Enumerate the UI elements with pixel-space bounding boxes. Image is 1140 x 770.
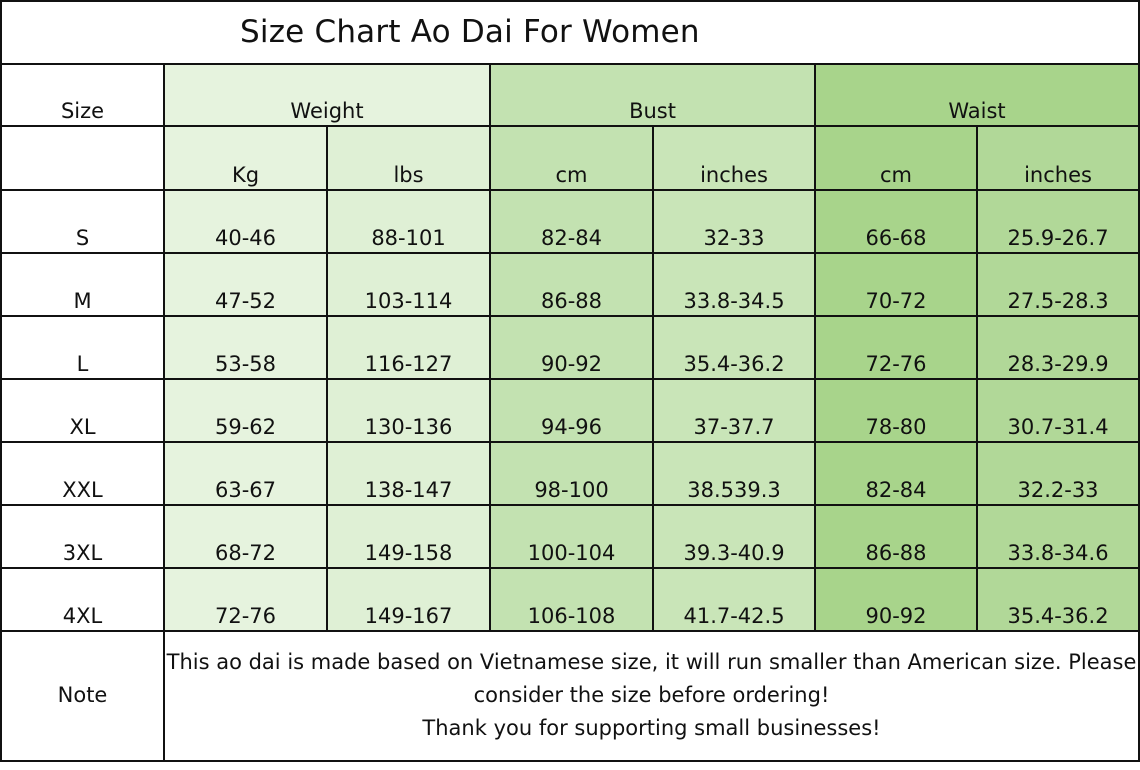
waist-inches-cell: 25.9-26.7: [976, 189, 1140, 254]
group-header-row: Size Weight Bust Waist: [0, 63, 1140, 127]
lbs-cell: 149-167: [325, 567, 492, 632]
lbs-cell: 138-147: [325, 441, 492, 506]
bust-cm-header: cm: [489, 125, 655, 191]
kg-cell: 47-52: [163, 252, 328, 317]
bust-cm-cell: 82-84: [489, 189, 655, 254]
table-row: 4XL 72-76 149-167 106-108 41.7-42.5 90-9…: [0, 567, 1140, 632]
waist-cm-cell: 78-80: [814, 378, 979, 443]
lbs-cell: 149-158: [325, 504, 492, 569]
bust-inches-cell: 39.3-40.9: [652, 504, 817, 569]
table-row: XL 59-62 130-136 94-96 37-37.7 78-80 30.…: [0, 378, 1140, 443]
kg-cell: 68-72: [163, 504, 328, 569]
waist-inches-cell: 28.3-29.9: [976, 315, 1140, 380]
table-row: 3XL 68-72 149-158 100-104 39.3-40.9 86-8…: [0, 504, 1140, 569]
waist-inches-cell: 33.8-34.6: [976, 504, 1140, 569]
lbs-cell: 103-114: [325, 252, 492, 317]
kg-cell: 63-67: [163, 441, 328, 506]
kg-cell: 53-58: [163, 315, 328, 380]
size-cell: 4XL: [0, 567, 165, 632]
lbs-cell: 130-136: [325, 378, 492, 443]
note-label: Note: [0, 630, 165, 762]
kg-cell: 40-46: [163, 189, 328, 254]
note-line: This ao dai is made based on Vietnamese …: [166, 649, 1137, 674]
waist-cm-cell: 70-72: [814, 252, 979, 317]
chart-title: Size Chart Ao Dai For Women: [240, 14, 700, 50]
waist-inches-cell: 27.5-28.3: [976, 252, 1140, 317]
table-row: M 47-52 103-114 86-88 33.8-34.5 70-72 27…: [0, 252, 1140, 317]
note-row: Note This ao dai is made based on Vietna…: [0, 630, 1140, 762]
size-header: Size: [0, 63, 165, 127]
kg-cell: 72-76: [163, 567, 328, 632]
table-row: XXL 63-67 138-147 98-100 38.539.3 82-84 …: [0, 441, 1140, 506]
kg-cell: 59-62: [163, 378, 328, 443]
bust-inches-cell: 41.7-42.5: [652, 567, 817, 632]
bust-cm-cell: 98-100: [489, 441, 655, 506]
bust-inches-cell: 35.4-36.2: [652, 315, 817, 380]
kg-header: Kg: [163, 125, 328, 191]
waist-inches-cell: 35.4-36.2: [976, 567, 1140, 632]
unit-header-row: Kg lbs cm inches cm inches: [0, 125, 1140, 191]
note-line: Thank you for supporting small businesse…: [422, 715, 881, 740]
waist-header: Waist: [814, 63, 1140, 127]
lbs-header: lbs: [325, 125, 492, 191]
waist-cm-cell: 82-84: [814, 441, 979, 506]
waist-cm-header: cm: [814, 125, 979, 191]
bust-cm-cell: 90-92: [489, 315, 655, 380]
waist-cm-cell: 86-88: [814, 504, 979, 569]
note-text: This ao dai is made based on Vietnamese …: [162, 630, 1140, 762]
waist-inches-cell: 30.7-31.4: [976, 378, 1140, 443]
bust-inches-cell: 37-37.7: [652, 378, 817, 443]
blank-unit-cell: [0, 125, 165, 191]
lbs-cell: 88-101: [325, 189, 492, 254]
size-cell: 3XL: [0, 504, 165, 569]
weight-header: Weight: [162, 63, 492, 127]
lbs-cell: 116-127: [325, 315, 492, 380]
size-cell: L: [0, 315, 165, 380]
bust-header: Bust: [489, 63, 817, 127]
size-cell: XL: [0, 378, 165, 443]
size-cell: M: [0, 252, 165, 317]
bust-inches-header: inches: [652, 125, 817, 191]
bust-cm-cell: 94-96: [489, 378, 655, 443]
waist-inches-cell: 32.2-33: [976, 441, 1140, 506]
bust-inches-cell: 32-33: [652, 189, 817, 254]
waist-cm-cell: 66-68: [814, 189, 979, 254]
bust-cm-cell: 106-108: [489, 567, 655, 632]
note-line: consider the size before ordering!: [473, 682, 830, 707]
title-row: Size Chart Ao Dai For Women: [0, 0, 1140, 65]
bust-inches-cell: 33.8-34.5: [652, 252, 817, 317]
bust-inches-cell: 38.539.3: [652, 441, 817, 506]
table-row: L 53-58 116-127 90-92 35.4-36.2 72-76 28…: [0, 315, 1140, 380]
waist-cm-cell: 72-76: [814, 315, 979, 380]
size-cell: XXL: [0, 441, 165, 506]
waist-cm-cell: 90-92: [814, 567, 979, 632]
bust-cm-cell: 86-88: [489, 252, 655, 317]
waist-inches-header: inches: [976, 125, 1140, 191]
bust-cm-cell: 100-104: [489, 504, 655, 569]
size-cell: S: [0, 189, 165, 254]
size-table: Size Weight Bust Waist Kg lbs cm inches …: [0, 63, 1140, 762]
table-row: S 40-46 88-101 82-84 32-33 66-68 25.9-26…: [0, 189, 1140, 254]
